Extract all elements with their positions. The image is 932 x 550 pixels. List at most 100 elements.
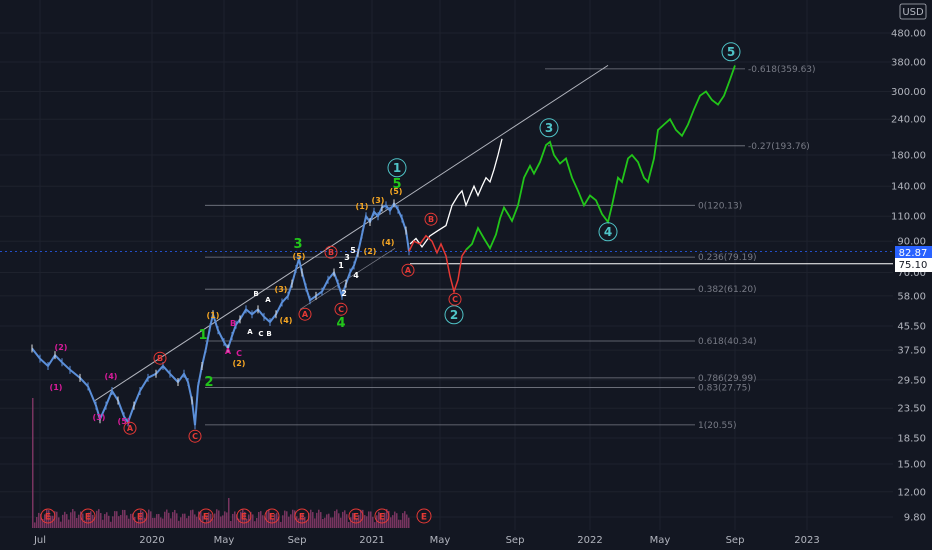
volume-bar bbox=[140, 510, 142, 528]
price-line bbox=[31, 201, 410, 426]
volume-bar bbox=[296, 516, 298, 528]
volume-bar bbox=[148, 509, 150, 528]
earnings-marker bbox=[132, 508, 148, 524]
wave-label: 2 bbox=[204, 375, 213, 390]
volume-bar bbox=[42, 518, 44, 528]
chart-grid bbox=[0, 0, 893, 530]
wave-label: C bbox=[338, 305, 344, 314]
volume-bar bbox=[172, 512, 174, 528]
wave-label: (5) bbox=[293, 252, 306, 261]
volume-bar bbox=[322, 518, 324, 528]
volume-bar bbox=[396, 513, 398, 528]
earnings-marker bbox=[348, 508, 364, 524]
wave-label-circle bbox=[334, 302, 348, 316]
volume-bar bbox=[374, 522, 376, 528]
volume-bar bbox=[184, 513, 186, 528]
volume-bar bbox=[160, 517, 162, 528]
fib-level-label: 1(20.55) bbox=[698, 421, 737, 431]
wave-label: B bbox=[266, 330, 271, 338]
volume-bar bbox=[126, 515, 128, 528]
volume-bar bbox=[240, 511, 242, 528]
y-tick-label: 15.00 bbox=[897, 460, 926, 471]
wave-label: 1 bbox=[198, 328, 207, 343]
volume-bar bbox=[302, 514, 304, 528]
wave-label: 5 bbox=[392, 177, 401, 192]
wave-label: 4 bbox=[336, 316, 345, 331]
currency-label: USD bbox=[902, 7, 924, 18]
volume-bar bbox=[190, 510, 192, 528]
wave-label: A bbox=[302, 310, 309, 319]
wave-labels: 1234512345(1)(2)(3)(4)(5)(1)(2)(3)(4)(5)… bbox=[50, 42, 741, 443]
volume-bar bbox=[154, 517, 156, 528]
volume-bar bbox=[224, 511, 226, 528]
volume-bar bbox=[346, 514, 348, 528]
volume-bar bbox=[222, 515, 224, 528]
wave-label: B bbox=[253, 290, 258, 298]
volume-bar bbox=[358, 514, 360, 528]
volume-bar bbox=[98, 509, 100, 528]
wave-label: (2) bbox=[364, 247, 377, 256]
x-tick-label: Sep bbox=[726, 535, 745, 546]
current-price-label: 82.87 bbox=[899, 248, 928, 259]
volume-bar bbox=[74, 511, 76, 528]
volume-bar bbox=[408, 517, 410, 528]
volume-bar bbox=[56, 511, 58, 528]
earnings-marker bbox=[40, 508, 56, 524]
channel-upper-line bbox=[94, 64, 609, 401]
x-tick-label: 2022 bbox=[577, 535, 602, 546]
wave-label: A bbox=[265, 296, 271, 304]
volume-bar bbox=[112, 516, 114, 528]
volume-bar bbox=[34, 522, 36, 528]
fib-level-label: 0.786(29.99) bbox=[698, 374, 757, 384]
fib-level-label: -0.27(193.76) bbox=[748, 142, 810, 152]
volume-bar bbox=[290, 514, 292, 528]
earnings-marker bbox=[374, 508, 390, 524]
volume-bar bbox=[180, 517, 182, 528]
earnings-marker bbox=[80, 508, 96, 524]
volume-bar bbox=[84, 520, 86, 528]
volume-bar bbox=[368, 511, 370, 528]
volume-bar bbox=[228, 498, 230, 528]
volume-bar bbox=[348, 522, 350, 528]
volume-bar bbox=[46, 509, 48, 528]
time-axis[interactable]: Jul 2020 May Sep 2021 May Sep 2022 May Sep 2023 bbox=[0, 530, 932, 550]
volume-bar bbox=[110, 521, 112, 528]
wave-label: 2 bbox=[450, 308, 458, 322]
volume-bar bbox=[334, 511, 336, 528]
wave-label-circle bbox=[539, 118, 559, 138]
y-tick-label: 12.00 bbox=[897, 487, 926, 498]
volume-bar bbox=[278, 516, 280, 528]
wave-label-circle bbox=[424, 212, 438, 226]
horizontal-line-label: 75.10 bbox=[899, 260, 928, 271]
volume-bar bbox=[124, 509, 126, 528]
volume-bar bbox=[150, 511, 152, 528]
wave-label-circle bbox=[188, 429, 202, 443]
wave-label: 3 bbox=[293, 237, 302, 252]
volume-bar bbox=[66, 514, 68, 528]
volume-bar bbox=[144, 517, 146, 528]
volume-bar bbox=[238, 518, 240, 528]
wave-label: B bbox=[157, 354, 163, 363]
currency-badge[interactable]: USD bbox=[899, 3, 927, 20]
wave-label-circle bbox=[123, 421, 137, 435]
volume-bar bbox=[96, 510, 98, 528]
wave-label-circle bbox=[444, 305, 464, 325]
wave-label: 1 bbox=[338, 261, 344, 270]
volume-bar bbox=[146, 513, 148, 528]
volume-bar bbox=[88, 512, 90, 528]
fib-level-label: -0.618(359.63) bbox=[748, 65, 816, 75]
volume-bar bbox=[72, 509, 74, 528]
fib-level-label: 0.236(79.19) bbox=[698, 253, 757, 263]
volume-bar bbox=[342, 511, 344, 528]
volume-bar bbox=[250, 511, 252, 528]
wave-label: C bbox=[236, 349, 242, 358]
volume-bar bbox=[226, 512, 228, 528]
projection-red-path bbox=[408, 234, 467, 295]
volume-bar bbox=[152, 517, 154, 528]
volume-bar bbox=[288, 516, 290, 528]
wave-label: (2) bbox=[55, 343, 68, 352]
fib-level-label: 0.618(40.34) bbox=[698, 337, 757, 347]
y-tick-label: 29.50 bbox=[897, 375, 926, 386]
volume-bar bbox=[234, 511, 236, 528]
